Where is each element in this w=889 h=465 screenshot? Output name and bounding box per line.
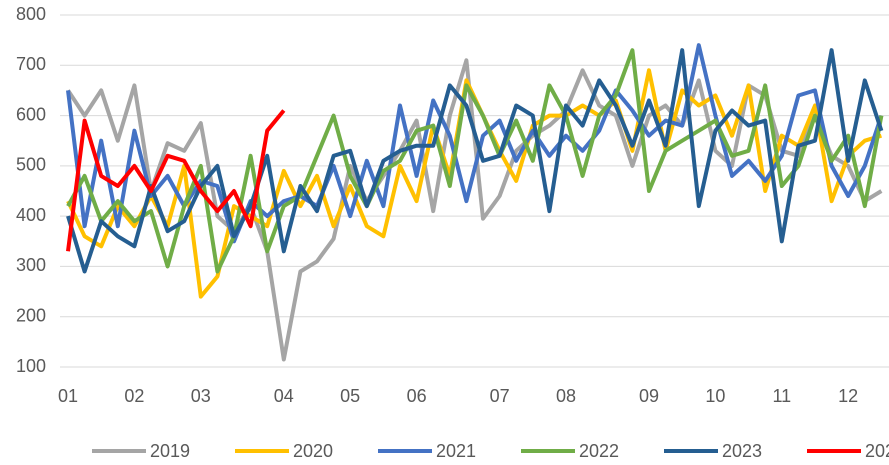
x-tick-label: 03 — [191, 386, 211, 406]
legend-label: 2020 — [293, 441, 333, 461]
y-tick-label: 200 — [16, 305, 46, 325]
x-tick-label: 05 — [340, 386, 360, 406]
x-tick-label: 02 — [124, 386, 144, 406]
x-tick-label: 04 — [274, 386, 294, 406]
x-tick-label: 01 — [58, 386, 78, 406]
y-tick-label: 700 — [16, 54, 46, 74]
legend-label: 2022 — [579, 441, 619, 461]
x-tick-label: 09 — [639, 386, 659, 406]
y-tick-label: 800 — [16, 4, 46, 24]
series-line — [66, 109, 286, 252]
x-tick-label: 10 — [705, 386, 725, 406]
legend-label: 2021 — [436, 441, 476, 461]
y-tick-label: 300 — [16, 255, 46, 275]
y-tick-label: 500 — [16, 155, 46, 175]
legend-label: 2023 — [722, 441, 762, 461]
legend-label: 2024 — [865, 441, 889, 461]
x-tick-label: 06 — [407, 386, 427, 406]
y-tick-label: 100 — [16, 356, 46, 376]
y-tick-label: 600 — [16, 104, 46, 124]
x-tick-label: 11 — [772, 386, 791, 406]
y-tick-label: 400 — [16, 205, 46, 225]
x-tick-label: 12 — [838, 386, 858, 406]
x-tick-label: 07 — [490, 386, 510, 406]
legend-label: 2019 — [150, 441, 190, 461]
x-tick-label: 08 — [556, 386, 576, 406]
series-line — [66, 48, 884, 274]
